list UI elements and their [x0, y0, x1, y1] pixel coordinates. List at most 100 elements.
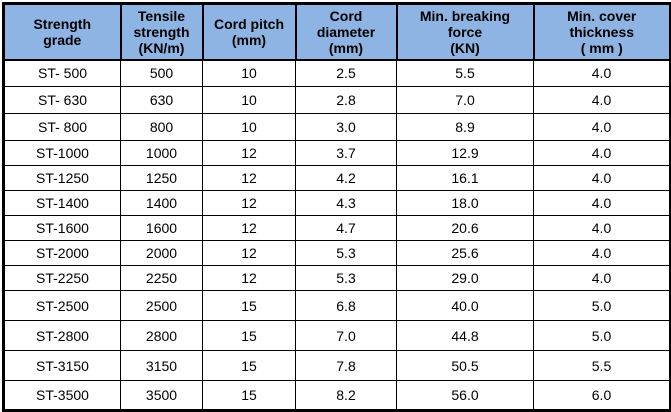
- cell-min-cover-thickness: 5.0: [533, 320, 671, 351]
- cell-min-cover-thickness: 4.0: [533, 190, 671, 216]
- cell-min-breaking-force: 56.0: [396, 380, 534, 411]
- cell-tensile-strength: 1000: [120, 140, 203, 166]
- cell-cord-pitch: 10: [202, 59, 296, 87]
- cell-tensile-strength: 630: [120, 86, 203, 114]
- header-row: Strength grade Tensile strength (KN/m) C…: [2, 2, 671, 61]
- cell-strength-grade: ST-1400: [3, 190, 121, 216]
- cell-min-breaking-force: 12.9: [396, 140, 534, 166]
- cell-cord-pitch: 12: [202, 265, 296, 291]
- table-row: ST-2500 2500 15 6.8 40.0 5.0: [3, 290, 671, 321]
- table-row: ST-2800 2800 15 7.0 44.8 5.0: [3, 320, 671, 351]
- table-row: ST-1400 1400 12 4.3 18.0 4.0: [3, 190, 671, 216]
- cell-cord-pitch: 15: [202, 320, 296, 351]
- cell-cord-pitch: 15: [202, 350, 296, 381]
- cell-min-cover-thickness: 5.5: [533, 350, 671, 381]
- cell-cord-diameter: 6.8: [295, 290, 397, 321]
- cell-tensile-strength: 1600: [120, 215, 203, 241]
- table-row: ST-3500 3500 15 8.2 56.0 6.0: [3, 380, 671, 411]
- cell-tensile-strength: 3500: [120, 380, 203, 411]
- cell-strength-grade: ST-1250: [3, 165, 121, 191]
- cell-cord-pitch: 15: [202, 290, 296, 321]
- cell-strength-grade: ST-2250: [3, 265, 121, 291]
- cell-min-breaking-force: 16.1: [396, 165, 534, 191]
- cell-min-cover-thickness: 4.0: [533, 113, 671, 141]
- cell-min-cover-thickness: 4.0: [533, 265, 671, 291]
- cell-cord-diameter: 2.8: [295, 86, 397, 114]
- cell-min-cover-thickness: 4.0: [533, 59, 671, 87]
- table-row: ST-3150 3150 15 7.8 50.5 5.5: [3, 350, 671, 381]
- cell-min-cover-thickness: 4.0: [533, 240, 671, 266]
- table-header: Strength grade Tensile strength (KN/m) C…: [2, 2, 671, 61]
- cell-cord-pitch: 10: [202, 113, 296, 141]
- cell-cord-diameter: 8.2: [295, 380, 397, 411]
- column-header-cord-pitch: Cord pitch (mm): [201, 2, 297, 61]
- cell-strength-grade: ST-3150: [3, 350, 121, 381]
- cell-tensile-strength: 1250: [120, 165, 203, 191]
- cell-cord-diameter: 3.0: [295, 113, 397, 141]
- cell-cord-pitch: 12: [202, 215, 296, 241]
- cell-strength-grade: ST-2500: [3, 290, 121, 321]
- table-row: ST-1600 1600 12 4.7 20.6 4.0: [3, 215, 671, 241]
- cell-tensile-strength: 2800: [120, 320, 203, 351]
- cell-min-breaking-force: 40.0: [396, 290, 534, 321]
- cell-cord-diameter: 3.7: [295, 140, 397, 166]
- cell-strength-grade: ST-1600: [3, 215, 121, 241]
- column-header-min-breaking-force: Min. breaking force (KN): [395, 2, 535, 61]
- cell-cord-diameter: 4.2: [295, 165, 397, 191]
- cell-cord-pitch: 12: [202, 240, 296, 266]
- cell-strength-grade: ST-1000: [3, 140, 121, 166]
- cell-min-breaking-force: 8.9: [396, 113, 534, 141]
- cell-min-cover-thickness: 5.0: [533, 290, 671, 321]
- table-row: ST- 630 630 10 2.8 7.0 4.0: [3, 86, 671, 114]
- cell-min-breaking-force: 7.0: [396, 86, 534, 114]
- cell-min-breaking-force: 50.5: [396, 350, 534, 381]
- cell-min-cover-thickness: 6.0: [533, 380, 671, 411]
- cell-cord-diameter: 4.3: [295, 190, 397, 216]
- cell-min-breaking-force: 5.5: [396, 59, 534, 87]
- column-header-cord-diameter: Cord diameter (mm): [294, 2, 398, 61]
- table-row: ST-1000 1000 12 3.7 12.9 4.0: [3, 140, 671, 166]
- cell-tensile-strength: 3150: [120, 350, 203, 381]
- cell-cord-diameter: 2.5: [295, 59, 397, 87]
- cell-min-cover-thickness: 4.0: [533, 165, 671, 191]
- table-row: ST-1250 1250 12 4.2 16.1 4.0: [3, 165, 671, 191]
- cell-cord-pitch: 12: [202, 190, 296, 216]
- table-row: ST- 800 800 10 3.0 8.9 4.0: [3, 113, 671, 141]
- cell-cord-diameter: 7.0: [295, 320, 397, 351]
- cell-min-breaking-force: 20.6: [396, 215, 534, 241]
- cell-strength-grade: ST- 800: [3, 113, 121, 141]
- cell-tensile-strength: 2000: [120, 240, 203, 266]
- cell-cord-pitch: 12: [202, 165, 296, 191]
- cell-tensile-strength: 800: [120, 113, 203, 141]
- column-header-strength-grade: Strength grade: [2, 2, 122, 61]
- cell-cord-diameter: 4.7: [295, 215, 397, 241]
- cell-min-cover-thickness: 4.0: [533, 140, 671, 166]
- cell-cord-pitch: 15: [202, 380, 296, 411]
- cell-cord-diameter: 5.3: [295, 240, 397, 266]
- cell-cord-pitch: 10: [202, 86, 296, 114]
- cell-min-cover-thickness: 4.0: [533, 215, 671, 241]
- cell-strength-grade: ST-2000: [3, 240, 121, 266]
- cell-min-breaking-force: 18.0: [396, 190, 534, 216]
- cell-tensile-strength: 1400: [120, 190, 203, 216]
- column-header-min-cover-thickness: Min. cover thickness ( mm ): [532, 2, 671, 61]
- cell-strength-grade: ST-2800: [3, 320, 121, 351]
- table-row: ST-2250 2250 12 5.3 29.0 4.0: [3, 265, 671, 291]
- table-row: ST-2000 2000 12 5.3 25.6 4.0: [3, 240, 671, 266]
- table-row: ST- 500 500 10 2.5 5.5 4.0: [3, 59, 671, 87]
- cell-min-breaking-force: 25.6: [396, 240, 534, 266]
- cell-min-breaking-force: 44.8: [396, 320, 534, 351]
- cell-strength-grade: ST- 500: [3, 59, 121, 87]
- cell-strength-grade: ST-3500: [3, 380, 121, 411]
- column-header-tensile-strength: Tensile strength (KN/m): [119, 2, 204, 61]
- cell-cord-diameter: 7.8: [295, 350, 397, 381]
- cell-min-cover-thickness: 4.0: [533, 86, 671, 114]
- cell-cord-diameter: 5.3: [295, 265, 397, 291]
- table-body: ST- 500 500 10 2.5 5.5 4.0 ST- 630 630 1…: [3, 59, 671, 411]
- cell-tensile-strength: 500: [120, 59, 203, 87]
- cell-cord-pitch: 12: [202, 140, 296, 166]
- cell-tensile-strength: 2500: [120, 290, 203, 321]
- cell-tensile-strength: 2250: [120, 265, 203, 291]
